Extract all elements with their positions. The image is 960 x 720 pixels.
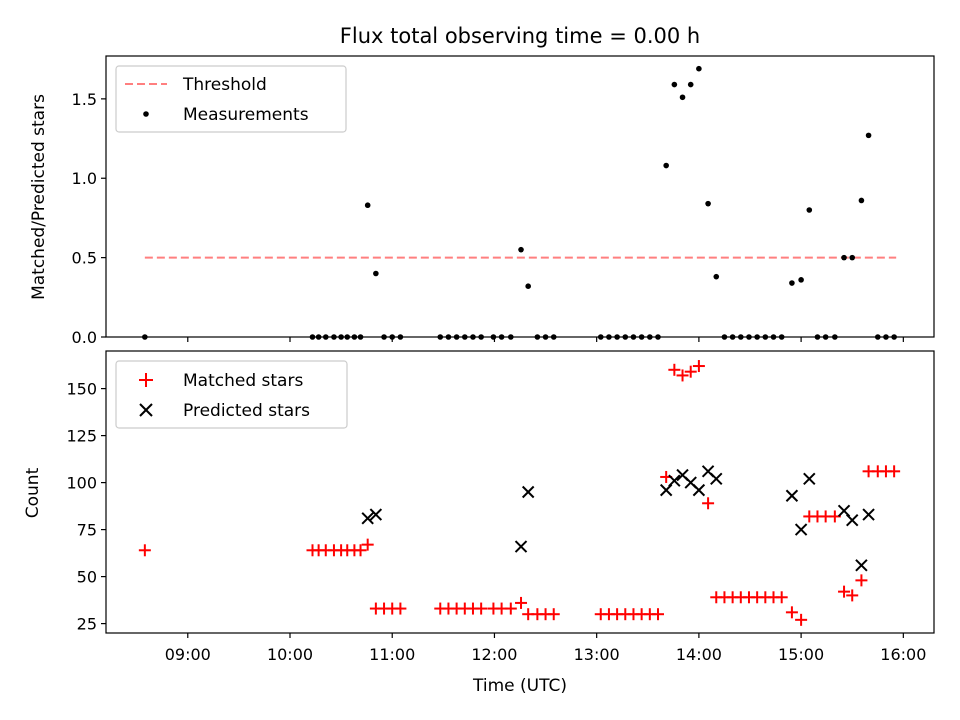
measurement-point [789, 280, 795, 286]
bottom-legend: Matched stars Predicted stars [115, 360, 348, 429]
top-plot-frame [105, 55, 935, 338]
predicted-star-marker [361, 512, 374, 525]
measurement-point [364, 202, 371, 209]
predicted-stars-legend-label: Predicted stars [183, 401, 310, 421]
predicted-star-marker [785, 489, 799, 502]
matched-star-marker [785, 606, 798, 619]
predicted-star-marker [803, 472, 816, 486]
matched-star-marker [394, 602, 407, 615]
measurement-point [518, 246, 524, 253]
bottom-y-tick-label: 75 [77, 521, 97, 540]
measurement-point [713, 273, 720, 280]
matched-star-marker [855, 574, 868, 587]
matched-star-marker [684, 365, 697, 378]
bottom-x-tick-label: 15:00 [778, 645, 824, 664]
top-legend-box [115, 65, 347, 133]
bottom-x-tick-label: 13:00 [574, 645, 620, 664]
top-y-tick-label: 0.5 [72, 249, 97, 268]
predicted-star-marker [668, 474, 681, 487]
bottom-y-tick-label: 125 [66, 427, 97, 446]
bottom-x-tick-label: 10:00 [267, 645, 313, 664]
predicted-star-marker [710, 472, 723, 486]
matched-stars-points [138, 360, 901, 626]
predicted-stars-points [361, 465, 875, 572]
matched-star-marker [702, 497, 715, 510]
matched-star-marker [361, 538, 374, 551]
top-y-axis-ticks: 0.0 0.5 1.0 1.5 [72, 90, 106, 347]
top-legend: Threshold Measurements [115, 65, 347, 133]
predicted-star-marker [846, 513, 859, 527]
matched-star-marker [354, 544, 367, 557]
top-y-tick-label: 1.0 [72, 169, 97, 188]
measurement-point [798, 277, 804, 283]
measurement-point [849, 254, 856, 261]
matched-stars-legend-label: Matched stars [183, 371, 303, 391]
bottom-y-tick-label: 100 [66, 474, 97, 493]
matched-star-marker [475, 602, 488, 615]
matched-star-marker [547, 608, 560, 621]
bottom-x-axis-ticks: 09:00 10:00 11:00 12:00 13:00 14:00 15:00 16:00 [165, 633, 926, 664]
measurement-point [705, 200, 711, 207]
predicted-star-marker [369, 508, 383, 521]
matched-star-marker [838, 585, 851, 598]
measurement-point [679, 94, 686, 101]
measurement-point [687, 81, 694, 88]
bottom-y-axis-ticks: 25 50 75 100 125 150 [66, 380, 106, 634]
chart-title: Flux total observing time = 0.00 h [340, 24, 700, 48]
threshold-legend-label: Threshold [182, 75, 267, 95]
matched-star-marker [668, 363, 681, 376]
predicted-star-marker [514, 540, 528, 553]
bottom-plot-frame [105, 350, 935, 634]
predicted-star-marker [521, 485, 535, 499]
measurements-legend-label: Measurements [183, 105, 309, 125]
matched-star-marker [795, 613, 808, 626]
measurement-point [841, 254, 847, 261]
matched-star-marker [692, 360, 705, 373]
bottom-y-tick-label: 50 [77, 568, 97, 587]
bottom-y-tick-label: 25 [77, 615, 97, 634]
predicted-star-marker [692, 483, 706, 497]
top-y-tick-label: 0.0 [72, 328, 97, 347]
matched-star-marker [676, 369, 689, 382]
top-y-axis-label: Matched/Predicted stars [29, 94, 49, 300]
predicted-star-marker [855, 559, 868, 572]
bottom-x-tick-label: 12:00 [471, 645, 517, 664]
bottom-legend-box [115, 360, 348, 429]
bottom-x-tick-label: 14:00 [676, 645, 722, 664]
matched-star-marker [775, 591, 788, 604]
measurement-point [525, 283, 531, 289]
top-x-axis-ticks [187, 337, 904, 342]
bottom-x-tick-label: 09:00 [165, 645, 211, 664]
measurement-point [663, 162, 669, 169]
matched-star-marker [504, 602, 517, 615]
matched-star-marker [652, 608, 664, 621]
measurement-point [671, 81, 678, 88]
bottom-x-tick-label: 11:00 [369, 645, 415, 664]
matched-star-marker [846, 589, 859, 602]
measurement-point [865, 132, 872, 139]
predicted-star-marker [862, 508, 875, 521]
measurement-point [696, 65, 702, 72]
measurement-point [858, 197, 865, 204]
matched-stars-legend-marker [139, 373, 153, 387]
predicted-star-marker [794, 523, 808, 536]
bottom-x-tick-label: 16:00 [880, 645, 926, 664]
predicted-stars-legend-marker [139, 403, 153, 417]
measurements-legend-marker [143, 111, 149, 117]
bottom-panel: 25 50 75 100 125 150 09:00 10:00 11:00 12:00 13:0… [23, 350, 935, 696]
top-y-tick-label: 1.5 [72, 90, 97, 109]
measurement-point [806, 207, 813, 213]
matched-star-marker [515, 596, 528, 609]
measurement-point [373, 270, 379, 277]
bottom-y-tick-label: 150 [66, 380, 97, 399]
x-axis-label: Time (UTC) [472, 676, 567, 696]
bottom-y-axis-label: Count [23, 467, 43, 518]
top-panel: 0.0 0.5 1.0 1.5 Matched/Predicted stars Thr… [29, 55, 935, 347]
matched-star-marker [888, 465, 901, 478]
matched-star-marker [138, 544, 151, 557]
